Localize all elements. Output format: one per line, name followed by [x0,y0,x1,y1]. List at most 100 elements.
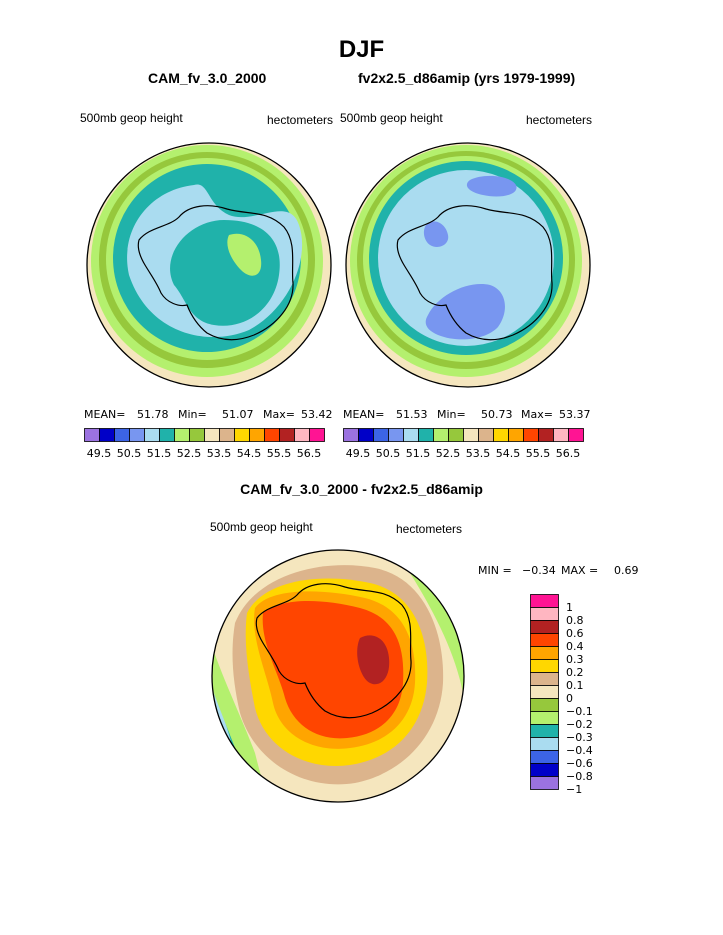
left-colorbar-swatch-5 [159,428,175,442]
right-colorbar: 49.5 50.5 51.5 52.5 53.5 54.5 55.5 56.5 [343,428,584,460]
diff-colorbar-swatch-8 [530,698,559,712]
map-outline [86,142,332,388]
diff-colorbar-tick-label-4: 0.3 [566,653,584,666]
diff-colorbar-tick-label-9: −0.2 [566,718,593,731]
left-colorbar-tick-label-4: 53.5 [207,447,232,460]
right-colorbar-tick-label-5: 54.5 [496,447,521,460]
diff-colorbar-tick-label-2: 0.6 [566,627,584,640]
left-colorbar-swatch-13 [279,428,295,442]
right-colorbar-swatch-9 [478,428,494,442]
diff-colorbar-tick-label-13: −0.8 [566,770,593,783]
antarctica-coastline [255,583,412,719]
diff-colorbar-swatch-11 [530,737,559,751]
left-min-value: 51.07 [222,408,254,421]
diff-variable-label: 500mb geop height [210,520,313,534]
right-colorbar-tick-label-1: 50.5 [376,447,401,460]
diff-polar-map [211,549,465,803]
right-colorbar-swatch-1 [358,428,374,442]
page-title: DJF [338,36,385,63]
right-mean-label: MEAN= [343,408,385,421]
left-colorbar-swatch-7 [189,428,205,442]
right-mean-value: 51.53 [396,408,428,421]
left-colorbar-swatch-11 [249,428,265,442]
map-outline [211,549,465,803]
right-min-value: 50.73 [481,408,513,421]
right-colorbar-tick-label-7: 56.5 [556,447,581,460]
diff-min-label: MIN = [478,564,512,577]
left-colorbar-swatch-6 [174,428,190,442]
right-max-label: Max= [521,408,553,421]
right-colorbar-swatch-5 [418,428,434,442]
diff-colorbar-swatch-2 [530,620,559,634]
diff-colorbar-swatch-1 [530,607,559,621]
right-colorbar-tick-label-2: 51.5 [406,447,431,460]
left-units-label: hectometers [267,113,334,127]
left-colorbar-swatch-1 [99,428,115,442]
right-colorbar-swatch-12 [523,428,539,442]
diff-colorbar-tick-label-11: −0.4 [566,744,593,757]
right-min-label: Min= [437,408,466,421]
left-mean-label: MEAN= [84,408,126,421]
right-max-value: 53.37 [559,408,591,421]
diff-colorbar-swatch-5 [530,659,559,673]
left-max-value: 53.42 [301,408,333,421]
right-units-label: hectometers [526,113,593,127]
diff-colorbar-swatch-12 [530,750,559,764]
map-region-blue-left [423,221,449,247]
right-colorbar-swatch-11 [508,428,524,442]
right-colorbar-tick-label-4: 53.5 [466,447,491,460]
left-colorbar-swatch-3 [129,428,145,442]
left-colorbar-tick-label-3: 52.5 [177,447,202,460]
left-model-title: CAM_fv_3.0_2000 [148,70,267,86]
left-colorbar: 49.5 50.5 51.5 52.5 53.5 54.5 55.5 56.5 [84,428,325,460]
left-colorbar-swatch-12 [264,428,280,442]
diff-colorbar-swatch-7 [530,685,559,699]
left-mean-value: 51.78 [137,408,169,421]
right-polar-map [345,142,591,388]
diff-max-label: MAX = [561,564,599,577]
diff-max-value: 0.69 [614,564,639,577]
right-variable-label: 500mb geop height [340,111,443,125]
right-colorbar-swatch-8 [463,428,479,442]
left-colorbar-swatch-9 [219,428,235,442]
diff-colorbar-swatch-3 [530,633,559,647]
right-colorbar-swatch-3 [388,428,404,442]
left-min-label: Min= [178,408,207,421]
diff-colorbar-tick-label-14: −1 [566,783,582,796]
left-colorbar-tick-label-2: 51.5 [147,447,172,460]
diff-colorbar-swatch-0 [530,594,559,608]
diff-colorbar-tick-label-5: 0.2 [566,666,584,679]
diff-colorbar-tick-label-10: −0.3 [566,731,593,744]
right-colorbar-swatch-13 [538,428,554,442]
right-colorbar-swatch-7 [448,428,464,442]
left-colorbar-swatch-8 [204,428,220,442]
right-colorbar-swatch-14 [553,428,569,442]
map-region-red-orange [262,601,404,739]
map-region-green-right [410,563,464,693]
diff-colorbar-swatch-9 [530,711,559,725]
right-colorbar-swatch-10 [493,428,509,442]
left-colorbar-tick-label-6: 55.5 [267,447,292,460]
right-model-title: fv2x2.5_d86amip (yrs 1979-1999) [358,70,576,86]
right-colorbar-swatch-0 [343,428,359,442]
left-colorbar-tick-label-5: 54.5 [237,447,262,460]
diff-colorbar-swatch-10 [530,724,559,738]
map-region-dark-red [357,635,390,685]
diff-colorbar-tick-label-0: 1 [566,601,573,614]
left-colorbar-swatch-10 [234,428,250,442]
diff-units-label: hectometers [396,522,463,536]
map-region-blue-top [466,175,517,197]
right-colorbar-swatch-2 [373,428,389,442]
diff-colorbar: 10.80.60.40.30.20.10−0.1−0.2−0.3−0.4−0.6… [530,594,593,796]
right-colorbar-tick-label-0: 49.5 [346,447,371,460]
left-colorbar-swatch-2 [114,428,130,442]
map-region-blue-bottom [425,284,505,340]
diff-colorbar-tick-label-8: −0.1 [566,705,593,718]
left-colorbar-swatch-14 [294,428,310,442]
map-region-light-blue [378,170,554,346]
left-polar-map [86,142,332,388]
diff-colorbar-tick-label-12: −0.6 [566,757,593,770]
diff-min-value: −0.34 [522,564,556,577]
right-colorbar-tick-label-3: 52.5 [436,447,461,460]
diff-colorbar-swatch-13 [530,763,559,777]
